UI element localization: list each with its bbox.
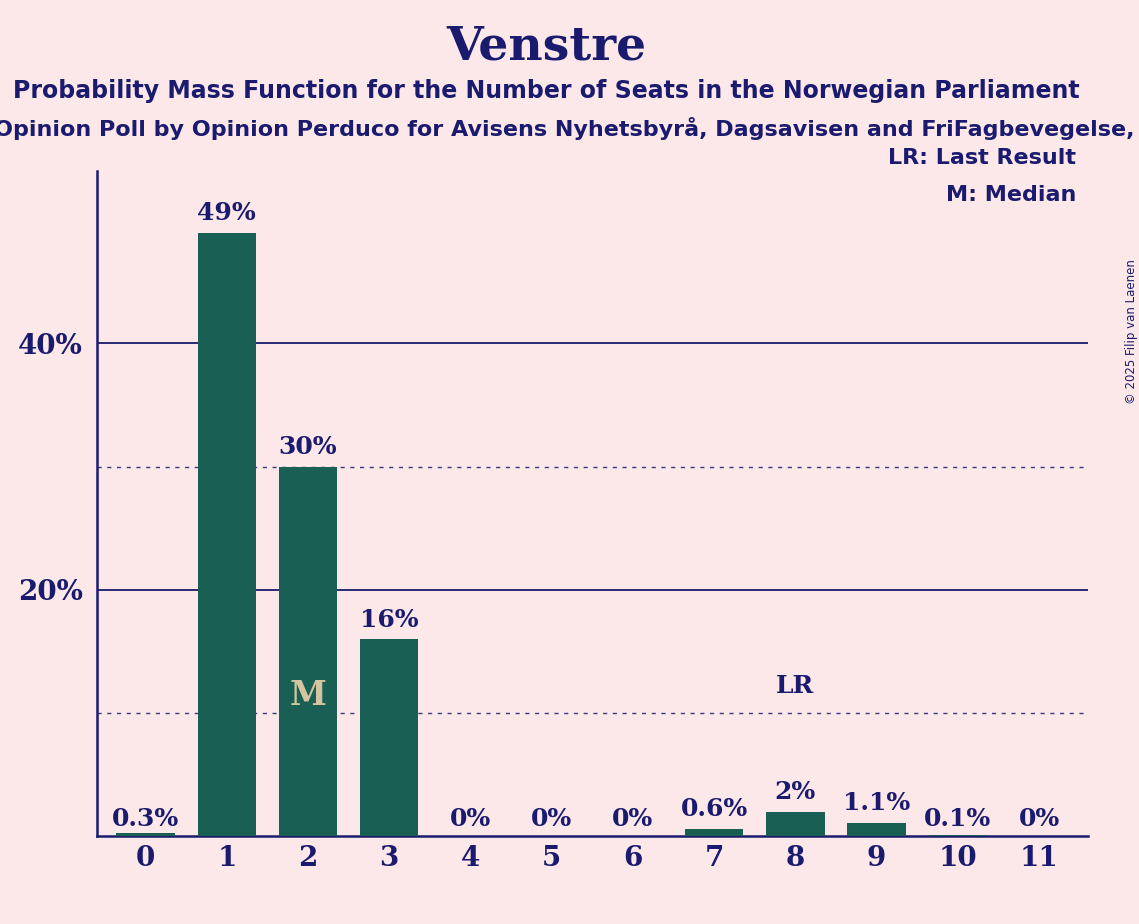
Text: 0.1%: 0.1%: [924, 808, 991, 832]
Text: 30%: 30%: [279, 435, 337, 459]
Text: 16%: 16%: [360, 608, 418, 632]
Text: LR: LR: [776, 675, 814, 699]
Text: 0.3%: 0.3%: [112, 808, 179, 832]
Bar: [360, 639, 418, 836]
Bar: [685, 829, 744, 836]
Bar: [279, 467, 337, 836]
Text: LR: Last Result: LR: Last Result: [888, 148, 1076, 168]
Text: M: Median: M: Median: [947, 185, 1076, 205]
Text: 0.6%: 0.6%: [680, 797, 747, 821]
Text: 2%: 2%: [775, 780, 816, 804]
Text: Probability Mass Function for the Number of Seats in the Norwegian Parliament: Probability Mass Function for the Number…: [14, 79, 1080, 103]
Text: 0%: 0%: [1018, 808, 1059, 832]
Bar: [197, 233, 256, 836]
Text: 1.1%: 1.1%: [843, 791, 910, 815]
Text: Opinion Poll by Opinion Perduco for Avisens Nyhetsbyrå, Dagsavisen and FriFagbev: Opinion Poll by Opinion Perduco for Avis…: [0, 117, 1139, 140]
Text: © 2025 Filip van Laenen: © 2025 Filip van Laenen: [1124, 259, 1138, 404]
Bar: [116, 833, 174, 836]
Bar: [847, 822, 906, 836]
Text: 0%: 0%: [613, 808, 654, 832]
Text: 49%: 49%: [197, 201, 256, 225]
Text: M: M: [289, 679, 327, 712]
Bar: [767, 811, 825, 836]
Text: 0%: 0%: [450, 808, 491, 832]
Text: 0%: 0%: [531, 808, 572, 832]
Text: Venstre: Venstre: [446, 23, 647, 69]
Bar: [928, 835, 988, 836]
